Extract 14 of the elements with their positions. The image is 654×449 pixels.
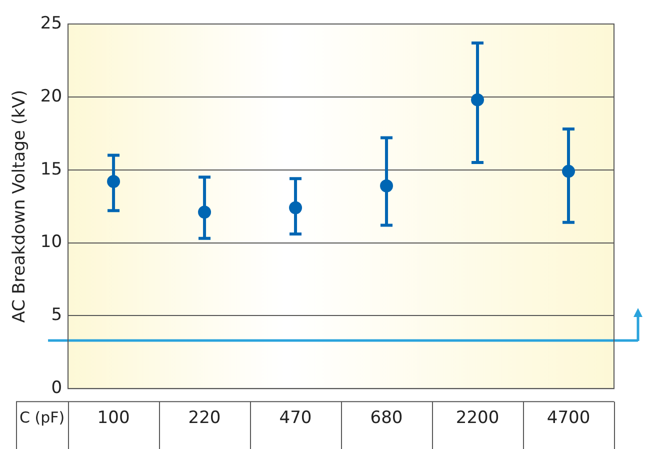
y-axis-title: AC Breakdown Voltage (kV) xyxy=(10,90,30,323)
y-tick-label: 25 xyxy=(40,13,62,34)
x-axis-title: C (pF) xyxy=(19,408,65,426)
x-tick-label: 2200 xyxy=(456,408,500,428)
x-tick-label: 220 xyxy=(188,408,221,428)
y-tick-label: 15 xyxy=(40,159,62,180)
y-tick-label: 0 xyxy=(51,378,62,398)
y-tick-label: 20 xyxy=(40,86,62,106)
y-tick-label: 5 xyxy=(51,305,62,326)
x-tick-label: 470 xyxy=(279,408,312,428)
y-tick-label: 10 xyxy=(40,232,62,252)
x-tick-label: 680 xyxy=(370,408,403,428)
x-tick-label: 4700 xyxy=(546,408,590,428)
x-tick-label: 100 xyxy=(97,408,130,428)
